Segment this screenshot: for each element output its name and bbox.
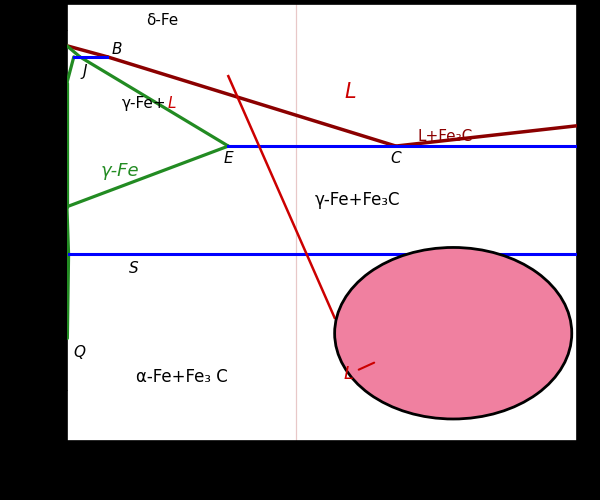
Text: G: G	[46, 199, 58, 214]
Text: L: L	[343, 362, 374, 384]
Text: γ-Fe: γ-Fe	[101, 162, 140, 180]
Text: Q: Q	[73, 345, 85, 360]
Text: α-Fe: α-Fe	[31, 290, 61, 304]
Text: L: L	[344, 82, 356, 102]
Text: E: E	[224, 152, 233, 166]
Text: N: N	[46, 76, 58, 90]
Text: P: P	[50, 247, 59, 262]
Text: J: J	[83, 64, 88, 78]
Text: C%: C%	[307, 486, 332, 500]
Text: S: S	[129, 261, 139, 276]
Text: K: K	[585, 247, 595, 262]
Text: δ-Fe: δ-Fe	[146, 14, 179, 28]
Text: γ-Fe+: γ-Fe+	[122, 96, 166, 110]
Text: α-Fe+Fe₃ C: α-Fe+Fe₃ C	[136, 368, 227, 386]
Text: Fe: Fe	[58, 486, 76, 500]
Text: L+Fe₃C: L+Fe₃C	[418, 129, 473, 144]
Text: B: B	[111, 42, 122, 56]
Ellipse shape	[335, 248, 572, 419]
Text: γ-Fe+Fe₃C: γ-Fe+Fe₃C	[315, 190, 400, 208]
Text: Fe₃C: Fe₃C	[560, 486, 594, 500]
Text: D: D	[585, 118, 596, 134]
Text: F: F	[585, 138, 593, 154]
Text: A: A	[53, 23, 63, 38]
Y-axis label: T /°C: T /°C	[4, 204, 19, 242]
Text: C: C	[391, 152, 401, 166]
Text: H: H	[53, 50, 65, 64]
Text: L: L	[577, 414, 585, 428]
Text: L: L	[168, 96, 176, 110]
